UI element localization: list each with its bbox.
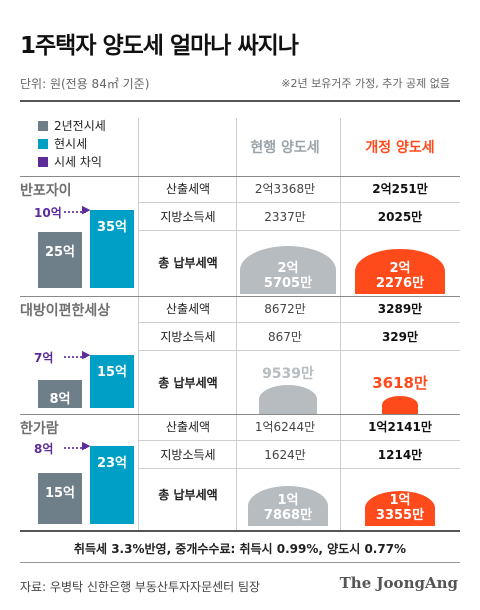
unit-note: 단위: 원(전용 84㎡ 기준) xyxy=(20,77,150,91)
total-current-value: 9539만 xyxy=(262,365,314,382)
page-title: 1주택자 양도세 얼마나 싸지나 xyxy=(20,33,299,59)
complex-name: 한가람 xyxy=(20,421,59,437)
legend-swatch-current xyxy=(38,138,48,149)
cell-current-tax: 1억6244만 xyxy=(254,420,316,434)
grid-vline-current-col xyxy=(236,118,237,530)
legend-item-current-price: 현시세 xyxy=(38,135,87,152)
gain-dotted-line xyxy=(64,447,86,449)
column-header-current: 현행 양도세 xyxy=(250,140,320,156)
grid-vline-label-col xyxy=(138,118,139,530)
row-divider xyxy=(138,202,460,203)
cell-revised-tax: 2억251만 xyxy=(372,182,428,196)
row-label: 지방소득세 xyxy=(160,448,216,462)
legend-label-gain: 시세 차익 xyxy=(54,155,102,169)
brand-logo: The JoongAng xyxy=(339,574,458,592)
total-current-value: 2억 5705만 xyxy=(263,261,313,291)
legend-swatch-prev xyxy=(38,120,48,131)
row-divider xyxy=(138,440,460,441)
row-label-total: 총 납부세액 xyxy=(158,256,218,270)
column-header-revised: 개정 양도세 xyxy=(365,140,435,156)
cell-current-tax: 867만 xyxy=(268,330,302,344)
section-divider xyxy=(20,296,460,297)
cell-revised-tax: 2025만 xyxy=(377,210,423,224)
gain-arrow-icon: ▶ xyxy=(82,203,91,216)
cell-revised-tax: 3289만 xyxy=(377,302,423,316)
footnote-top-rule xyxy=(20,530,460,532)
bar-prev-price: 8억 xyxy=(38,379,82,408)
gain-dotted-line xyxy=(64,211,86,213)
bar-prev-price: 15억 xyxy=(38,473,82,524)
gain-arrow-icon: ▶ xyxy=(82,439,91,452)
row-label: 지방소득세 xyxy=(160,210,216,224)
section-divider xyxy=(20,176,460,177)
row-divider xyxy=(138,468,460,469)
cell-current-tax: 1624만 xyxy=(264,448,306,462)
row-label: 산출세액 xyxy=(165,302,211,316)
dome-revised-total xyxy=(355,249,445,294)
header-top-rule xyxy=(20,100,460,102)
legend-item-prev-price: 2년전시세 xyxy=(38,117,106,134)
dome-current-total xyxy=(247,485,328,526)
row-label-total: 총 납부세액 xyxy=(158,376,218,390)
complex-name: 반포자이 xyxy=(20,183,72,199)
gain-label: 7억 xyxy=(34,351,54,366)
assumption-note: ※2년 보유거주 가정, 추가 공제 없음 xyxy=(281,77,450,90)
cell-current-tax: 2337만 xyxy=(264,210,306,224)
row-divider xyxy=(138,230,460,231)
gain-arrow-icon: ▶ xyxy=(82,348,91,362)
row-label-total: 총 납부세액 xyxy=(158,488,218,502)
cell-revised-tax: 1214만 xyxy=(377,448,423,462)
cell-current-tax: 8672만 xyxy=(264,302,306,316)
source-note: 자료: 우병탁 신한은행 부동산투자자문센터 팀장 xyxy=(20,580,261,594)
grid-vline-revised-col xyxy=(340,118,341,530)
dome-revised-total xyxy=(365,491,435,526)
row-label: 지방소득세 xyxy=(160,330,216,344)
legend-swatch-gain xyxy=(38,156,48,167)
legend-label-prev: 2년전시세 xyxy=(54,119,106,133)
row-label: 산출세액 xyxy=(165,420,211,434)
row-divider xyxy=(138,322,460,323)
footnote: 취득세 3.3%반영, 중개수수료: 취득시 0.99%, 양도시 0.77% xyxy=(73,542,407,556)
gain-label: 8억 xyxy=(34,442,54,456)
cell-revised-tax: 1억2141만 xyxy=(368,420,432,434)
dome-current-total xyxy=(240,246,336,294)
complex-name: 대방이편한세상 xyxy=(20,303,111,319)
cell-current-tax: 2억3368만 xyxy=(254,182,316,196)
dome-current-total xyxy=(258,384,318,414)
section-divider xyxy=(20,414,460,415)
footnote-bottom-rule xyxy=(20,562,460,563)
legend-item-gain: 시세 차익 xyxy=(38,153,102,170)
bar-current-price: 23억 xyxy=(90,446,134,524)
legend-label-current: 현시세 xyxy=(54,137,88,151)
total-revised-value: 1억 3355만 xyxy=(375,493,425,523)
bar-prev-price: 25억 xyxy=(38,232,82,288)
row-divider xyxy=(138,350,460,351)
gain-label: 10억 xyxy=(34,206,62,220)
bar-current-price: 35억 xyxy=(90,210,134,288)
total-revised-value: 3618만 xyxy=(372,373,428,392)
row-label: 산출세액 xyxy=(165,182,211,196)
bar-current-price: 15억 xyxy=(90,355,134,408)
total-current-value: 1억 7868만 xyxy=(263,493,313,523)
cell-revised-tax: 329만 xyxy=(381,330,419,344)
gain-dotted-line xyxy=(64,356,86,359)
dome-revised-total xyxy=(381,395,418,414)
total-revised-value: 2억 2276만 xyxy=(375,261,425,291)
